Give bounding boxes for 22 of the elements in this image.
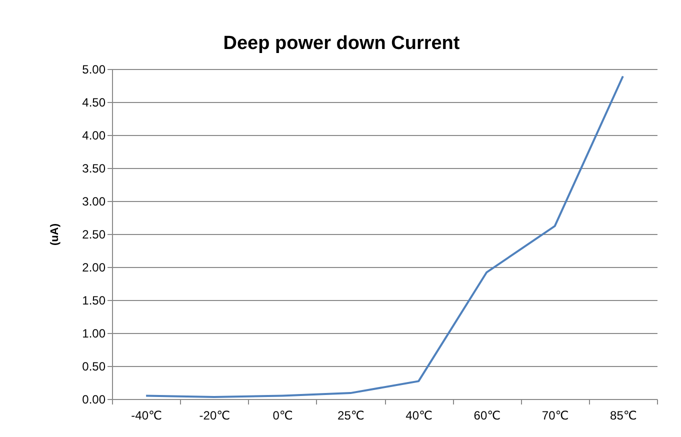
y-tick-label: 0.00	[82, 392, 106, 406]
line-series	[145, 75, 624, 398]
y-tick-label: 1.50	[82, 294, 106, 308]
x-tick-label: 25℃	[338, 408, 364, 422]
y-tick-label: 2.00	[82, 260, 106, 274]
chart-title: Deep power down Current	[223, 33, 460, 54]
x-tick-label: 85℃	[610, 408, 637, 422]
y-tick-label: 2.50	[82, 228, 106, 242]
x-tick-label: 70℃	[542, 408, 569, 422]
y-axis-title: (uA)	[49, 223, 62, 246]
x-tick-label: 0℃	[272, 408, 293, 422]
y-tick-label: 5.00	[82, 62, 106, 76]
y-tick-label: 3.00	[82, 194, 106, 208]
y-tick-label: 0.50	[82, 360, 106, 374]
x-tick-label: 60℃	[474, 408, 501, 422]
y-tick-label: 3.50	[82, 162, 106, 176]
x-tick-label: 40℃	[406, 408, 432, 422]
y-tick-label: 1.00	[82, 326, 106, 340]
x-tick-label: -40℃	[131, 408, 162, 422]
y-tick-label: 4.00	[82, 128, 106, 142]
y-tick-label: 4.50	[82, 96, 106, 110]
x-tick-label: -20℃	[199, 408, 230, 422]
